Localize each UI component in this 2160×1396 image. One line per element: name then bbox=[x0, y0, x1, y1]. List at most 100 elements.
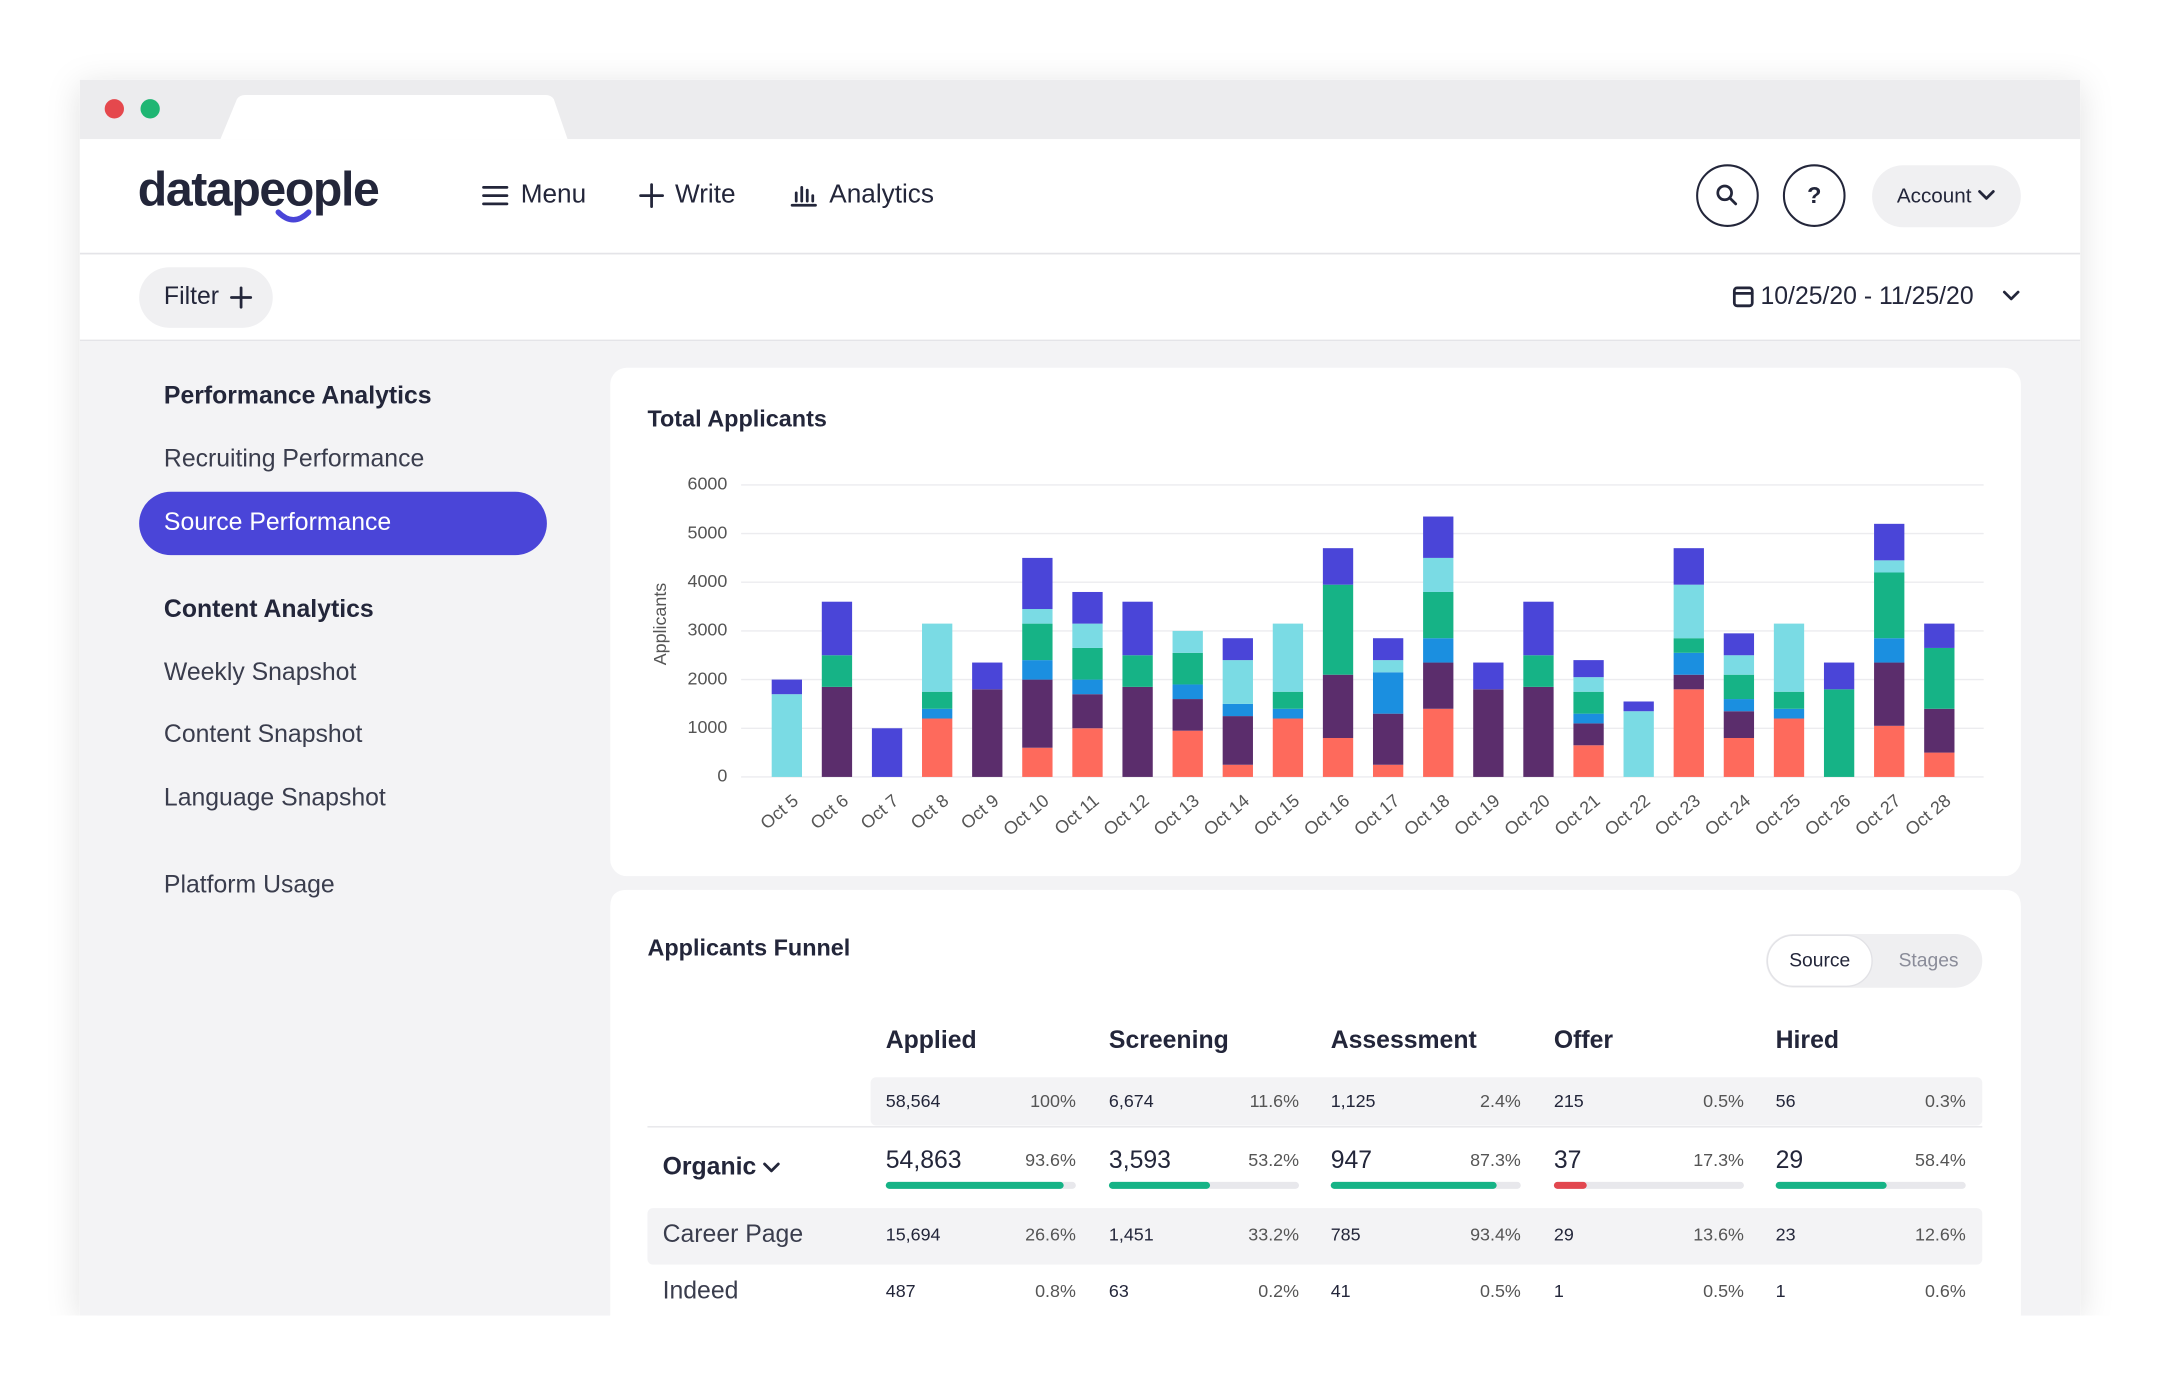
analytics-button[interactable]: Analytics bbox=[790, 179, 934, 209]
row-count: 41 bbox=[1331, 1281, 1351, 1301]
row-count: 1,451 bbox=[1109, 1224, 1154, 1244]
bar-segment bbox=[1022, 660, 1053, 680]
bar-segment bbox=[1272, 708, 1304, 719]
bar-segment bbox=[771, 679, 802, 695]
bar-segment bbox=[1773, 691, 1805, 709]
bar-segment bbox=[1723, 737, 1755, 777]
bar-segment bbox=[1322, 737, 1354, 777]
bar-segment bbox=[1523, 655, 1554, 687]
bar-segment bbox=[1222, 764, 1253, 777]
sidebar-active[interactable] bbox=[139, 491, 547, 556]
help-button[interactable] bbox=[1782, 164, 1846, 227]
row-count: 15,694 bbox=[886, 1224, 941, 1244]
sidebar-item[interactable]: Content Snapshot bbox=[164, 721, 363, 748]
logo[interactable]: datapeople bbox=[138, 163, 381, 217]
bar-segment bbox=[1372, 660, 1404, 673]
sidebar-item[interactable]: Recruiting Performance bbox=[164, 446, 424, 473]
y-tick-label: 0 bbox=[717, 766, 727, 786]
toggle-source[interactable]: Source bbox=[1789, 951, 1850, 972]
bar-segment bbox=[1573, 713, 1604, 724]
chart-card bbox=[610, 367, 2021, 877]
bar-segment bbox=[1022, 679, 1053, 748]
row-count: 785 bbox=[1331, 1224, 1361, 1244]
menu-button[interactable]: Menu bbox=[482, 179, 587, 209]
search-circle[interactable] bbox=[1696, 164, 1759, 227]
search-button[interactable] bbox=[1696, 164, 1759, 227]
analytics-label[interactable]: Analytics bbox=[829, 179, 934, 209]
bar-segment bbox=[922, 708, 953, 719]
bar-segment bbox=[1172, 652, 1203, 685]
bar-segment bbox=[1172, 730, 1203, 777]
group-count: 3,593 bbox=[1109, 1147, 1171, 1174]
bar-segment bbox=[1222, 638, 1253, 661]
toggle-active[interactable] bbox=[1766, 934, 1873, 988]
sidebar-item[interactable]: Platform Usage bbox=[164, 871, 335, 898]
filter-button[interactable] bbox=[139, 267, 273, 328]
bar-segment bbox=[1673, 674, 1704, 690]
header bbox=[79, 139, 2081, 254]
account-label[interactable]: Account bbox=[1897, 184, 1972, 207]
row-label: Career Page bbox=[663, 1221, 804, 1248]
bar-segment bbox=[1723, 711, 1755, 738]
date-range[interactable]: 10/25/20 - 11/25/20 bbox=[1761, 283, 1974, 310]
search-icon bbox=[1716, 184, 1733, 202]
sidebar-item[interactable]: Weekly Snapshot bbox=[164, 659, 357, 686]
total-count: 6,674 bbox=[1109, 1091, 1154, 1111]
account-button[interactable] bbox=[1872, 165, 2021, 228]
y-tick-label: 3000 bbox=[688, 620, 728, 640]
bar-segment bbox=[1423, 516, 1454, 558]
bar-segment bbox=[1372, 638, 1404, 661]
bar-segment bbox=[1222, 660, 1253, 704]
bar-segment bbox=[1423, 708, 1454, 777]
filter-bar bbox=[79, 254, 2081, 341]
bar-segment bbox=[1573, 677, 1604, 692]
bar-segment bbox=[1022, 747, 1053, 777]
y-tick-label: 4000 bbox=[688, 571, 728, 591]
bar-segment bbox=[1122, 686, 1153, 777]
bar-segment bbox=[1372, 764, 1404, 777]
bar-segment bbox=[972, 662, 1003, 690]
bar-segment bbox=[1423, 557, 1454, 592]
group-label[interactable]: Organic bbox=[663, 1154, 757, 1181]
chart-title: Total Applicants bbox=[647, 405, 826, 431]
bar-segment bbox=[1172, 630, 1203, 653]
row-count: 29 bbox=[1554, 1224, 1574, 1244]
close-dot[interactable] bbox=[104, 99, 124, 119]
toggle-stages[interactable]: Stages bbox=[1899, 951, 1959, 972]
row-pct: 93.4% bbox=[1470, 1224, 1521, 1244]
total-pct: 0.5% bbox=[1703, 1091, 1744, 1111]
group-pct: 17.3% bbox=[1693, 1150, 1744, 1170]
maximize-dot[interactable] bbox=[140, 99, 160, 119]
write-button[interactable]: Write bbox=[639, 179, 736, 209]
sidebar-item[interactable]: Language Snapshot bbox=[164, 785, 386, 812]
bar-segment bbox=[1573, 745, 1604, 777]
bar-segment bbox=[821, 655, 853, 687]
bar-segment bbox=[771, 694, 802, 777]
bar-segment bbox=[1473, 689, 1504, 777]
bar-segment bbox=[922, 718, 953, 777]
bar-segment bbox=[1423, 591, 1454, 639]
bar-segment bbox=[871, 728, 903, 777]
group-pct: 87.3% bbox=[1470, 1150, 1521, 1170]
bar-segment bbox=[1924, 708, 1955, 753]
bar-segment bbox=[1823, 662, 1855, 690]
sidebar-item-active[interactable]: Source Performance bbox=[164, 509, 391, 536]
date-chevron[interactable] bbox=[2002, 290, 2020, 301]
help-label[interactable]: ? bbox=[1807, 182, 1821, 208]
progress-track bbox=[1553, 1181, 1744, 1189]
bar-segment bbox=[1322, 674, 1354, 738]
menu-label[interactable]: Menu bbox=[521, 179, 586, 209]
filter-label[interactable]: Filter bbox=[164, 283, 219, 310]
bar-segment bbox=[1222, 703, 1253, 717]
y-tick-label: 1000 bbox=[688, 717, 728, 737]
total-pct: 2.4% bbox=[1480, 1091, 1521, 1111]
bar-segment bbox=[1874, 523, 1905, 561]
bar-segment bbox=[1823, 689, 1855, 777]
tab[interactable] bbox=[220, 95, 568, 140]
write-label[interactable]: Write bbox=[675, 179, 736, 209]
total-count: 215 bbox=[1554, 1091, 1584, 1111]
total-pct: 100% bbox=[1030, 1091, 1076, 1111]
group-count: 37 bbox=[1554, 1147, 1582, 1174]
bar-segment bbox=[1473, 662, 1504, 690]
